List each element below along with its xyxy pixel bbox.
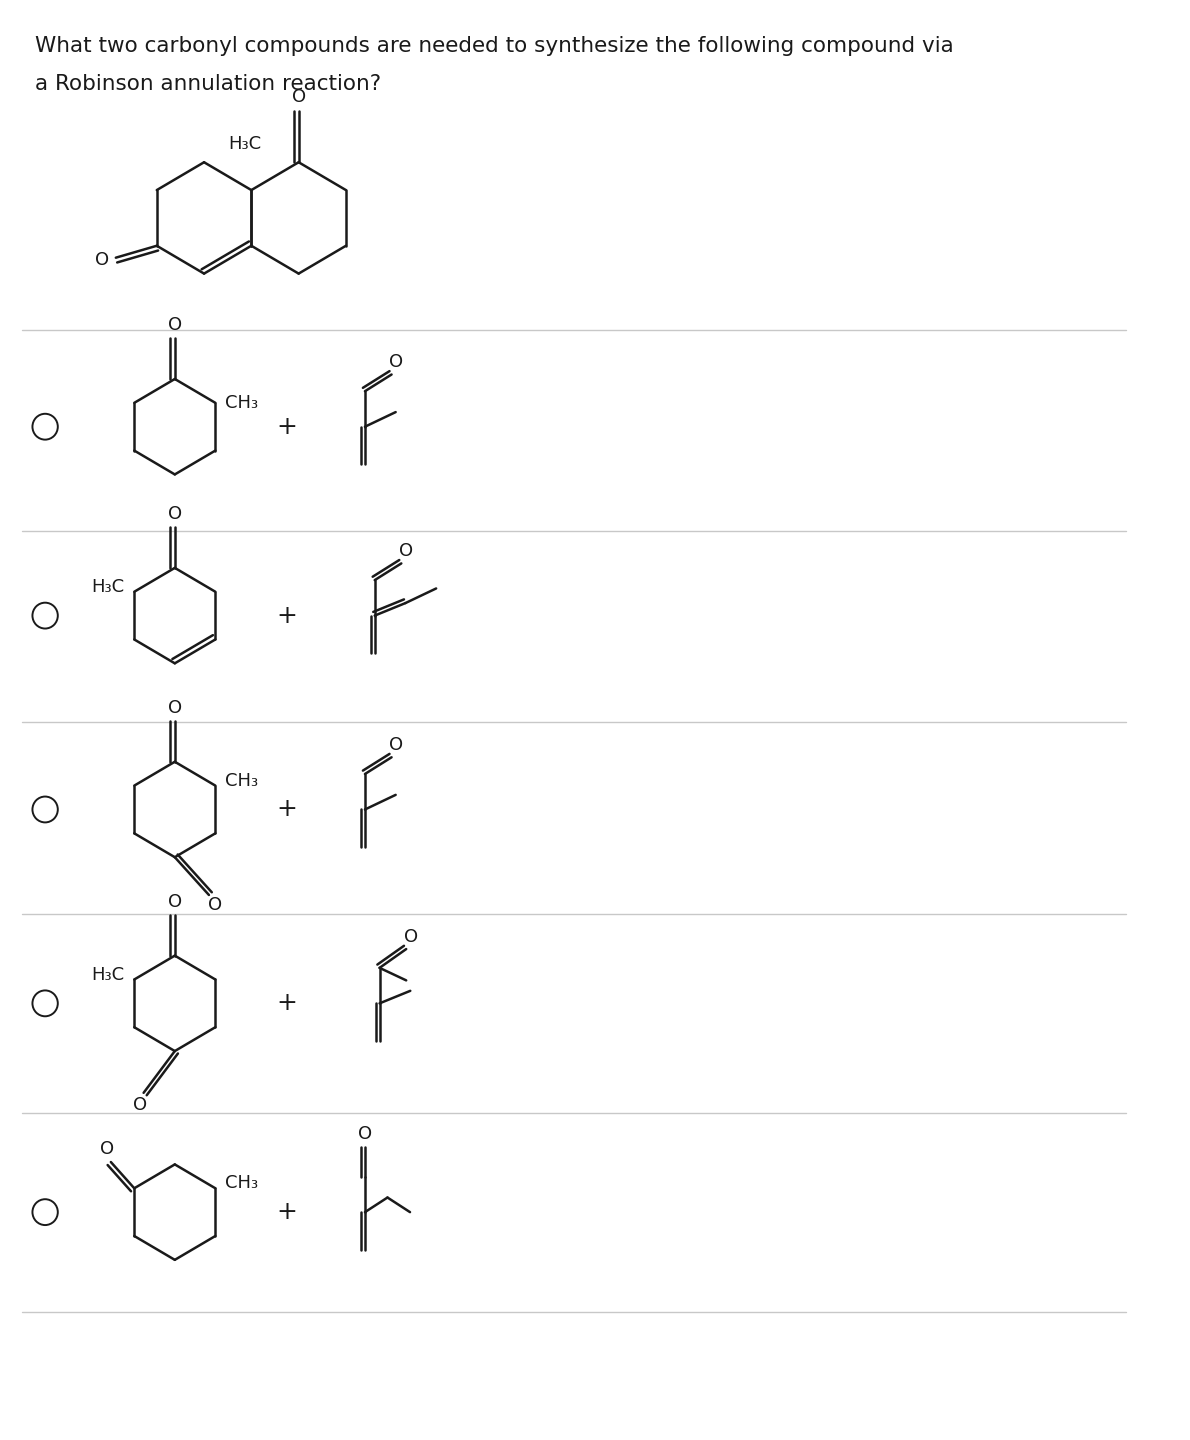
Text: +: +: [276, 415, 298, 439]
Text: What two carbonyl compounds are needed to synthesize the following compound via: What two carbonyl compounds are needed t…: [36, 36, 954, 56]
Text: +: +: [276, 1200, 298, 1224]
Text: O: O: [132, 1096, 146, 1113]
Text: H₃C: H₃C: [228, 135, 262, 153]
Text: O: O: [168, 893, 182, 912]
Text: O: O: [168, 505, 182, 523]
Text: O: O: [405, 929, 418, 946]
Text: O: O: [292, 88, 306, 105]
Text: O: O: [95, 251, 109, 269]
Text: O: O: [389, 353, 403, 370]
Text: CH₃: CH₃: [225, 395, 258, 412]
Text: O: O: [358, 1125, 372, 1143]
Text: O: O: [208, 896, 221, 914]
Text: O: O: [168, 317, 182, 334]
Text: CH₃: CH₃: [225, 1174, 258, 1192]
Text: O: O: [399, 543, 413, 560]
Text: a Robinson annulation reaction?: a Robinson annulation reaction?: [36, 73, 382, 94]
Text: O: O: [389, 736, 403, 755]
Text: H₃C: H₃C: [92, 965, 125, 984]
Text: +: +: [276, 991, 298, 1015]
Text: CH₃: CH₃: [225, 772, 258, 789]
Text: +: +: [276, 798, 298, 821]
Text: H₃C: H₃C: [92, 577, 125, 596]
Text: O: O: [168, 700, 182, 717]
Text: +: +: [276, 603, 298, 628]
Text: O: O: [100, 1140, 114, 1158]
